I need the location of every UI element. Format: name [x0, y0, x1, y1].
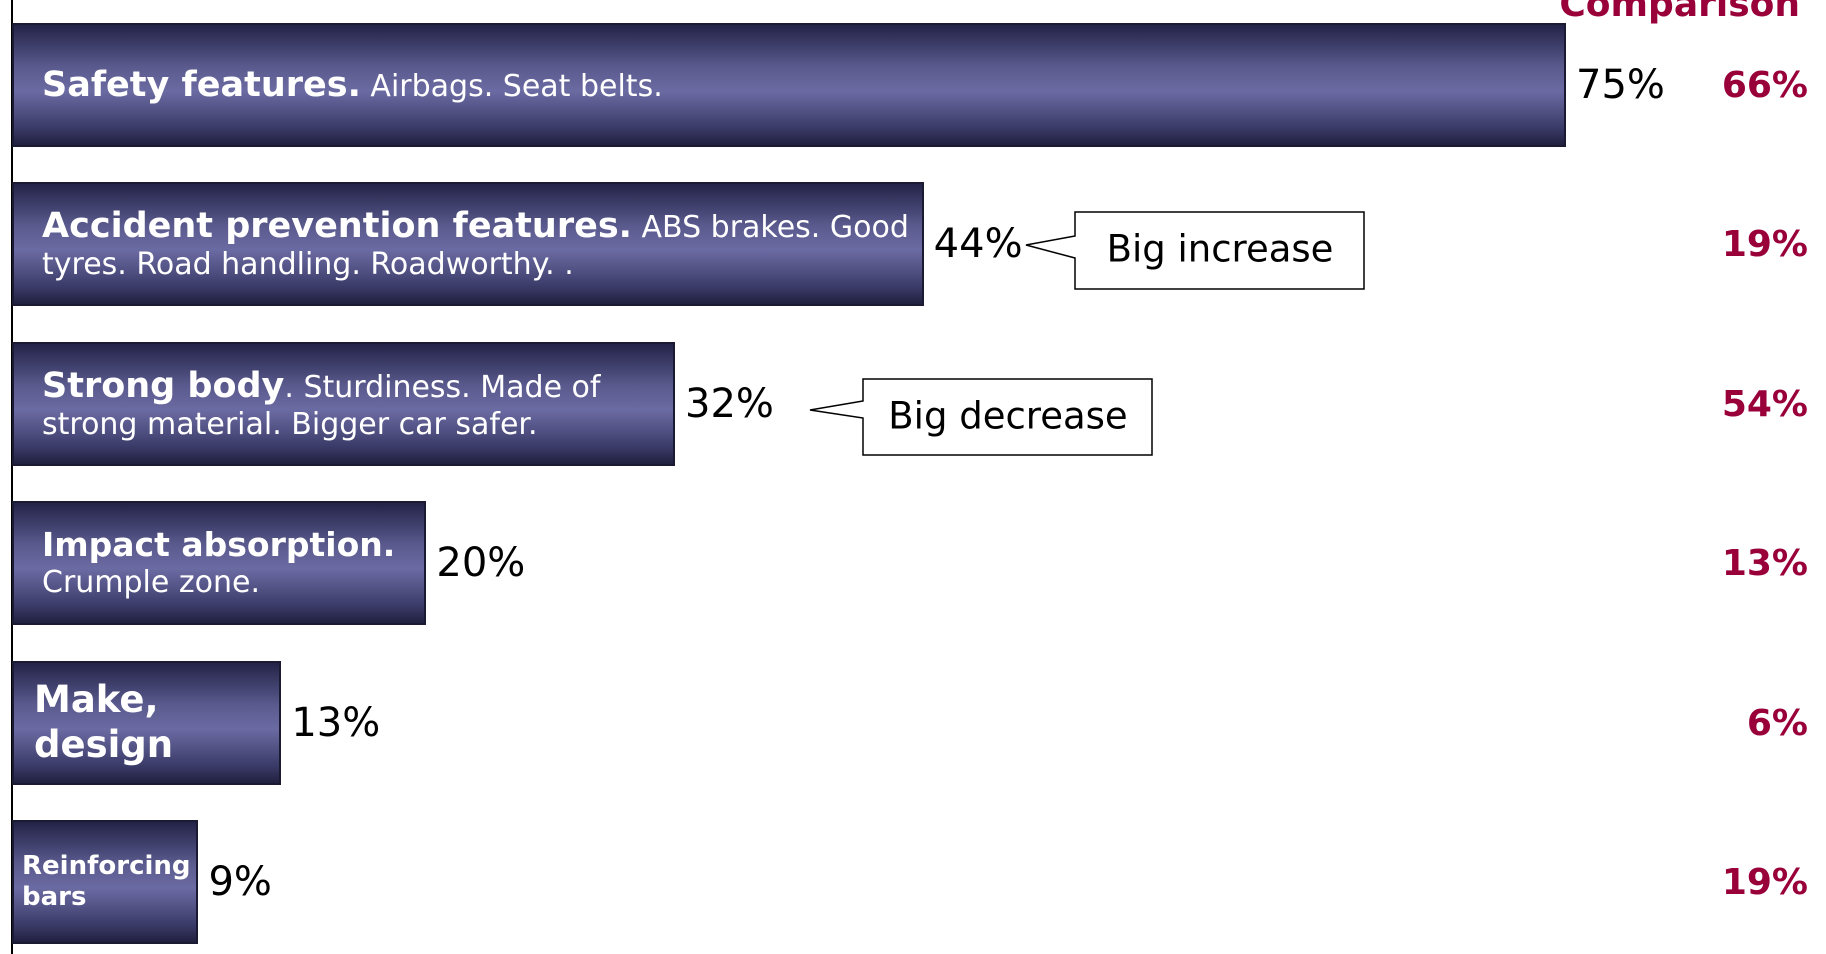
value-label: 13%	[291, 699, 381, 746]
comparison-label: 66%	[1721, 65, 1808, 106]
value-label: 20%	[436, 540, 526, 587]
bar	[12, 660, 282, 785]
comparison-label: 54%	[1721, 383, 1808, 425]
bar	[12, 23, 1566, 147]
bar-label: Impact absorption. Crumple zone.	[12, 501, 426, 625]
comparison-title: Comparison	[1559, 0, 1800, 25]
annotation: Big increase	[1107, 228, 1334, 271]
bar	[12, 341, 676, 466]
bar	[12, 501, 427, 626]
annotation: Big decrease	[888, 395, 1127, 438]
bar-label: Strong body. Sturdiness. Made of strong …	[12, 342, 675, 466]
value-label: 75%	[1576, 62, 1665, 108]
category-detail: Airbags. Seat belts.	[360, 69, 663, 104]
bar	[12, 820, 199, 944]
bar-label: Make, design	[12, 661, 281, 785]
value-label: 9%	[208, 859, 272, 905]
bar-label: Reinforcing bars	[12, 820, 198, 944]
category-label: Strong body	[42, 365, 285, 406]
bar	[12, 182, 924, 307]
comparison-label: 19%	[1721, 862, 1808, 903]
value-label: 32%	[685, 380, 774, 427]
category-label: Make, design	[34, 678, 174, 766]
category-label: Accident prevention features.	[42, 206, 632, 247]
category-label: Reinforcing bars	[22, 850, 191, 912]
comparison-label: 19%	[1721, 224, 1808, 266]
category-label: Safety features.	[42, 65, 361, 105]
category-label: Impact absorption.	[42, 525, 396, 565]
value-label: 44%	[933, 221, 1023, 268]
comparison-label: 13%	[1721, 543, 1808, 585]
bar-label: Accident prevention features. ABS brakes…	[12, 182, 924, 306]
category-detail: . Sturdiness. Made of strong material. B…	[42, 369, 601, 442]
callout-box	[809, 378, 1153, 456]
comparison-label: 6%	[1746, 702, 1808, 744]
callout-box	[1025, 211, 1365, 290]
category-detail: Crumple zone.	[42, 565, 260, 601]
category-detail: ABS brakes. Good tyres. Road handling. R…	[42, 210, 909, 283]
bar-label: Safety features. Airbags. Seat belts.	[12, 23, 1566, 147]
